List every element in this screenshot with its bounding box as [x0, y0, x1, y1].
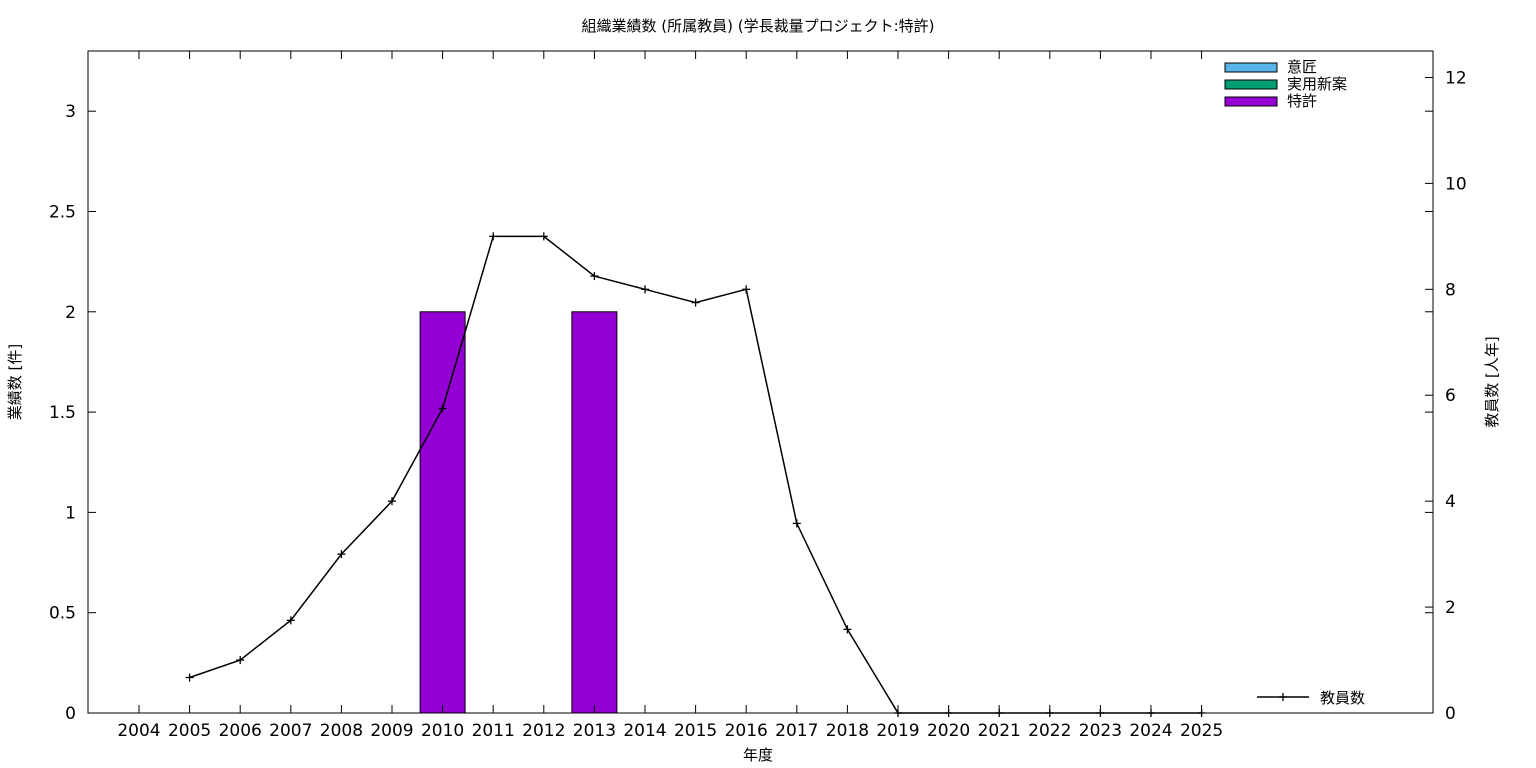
- legend-swatch-意匠: [1224, 62, 1278, 73]
- legend-swatch-特許: [1224, 96, 1278, 107]
- x-tick-label: 2009: [370, 721, 413, 741]
- y-tick-label: 0.5: [49, 604, 76, 624]
- x-tick-label: 2015: [674, 721, 717, 741]
- x-tick-label: 2016: [725, 721, 768, 741]
- x-tick-label: 2017: [775, 721, 818, 741]
- line-point-2005: [185, 673, 194, 682]
- x-tick-label: 2013: [573, 721, 616, 741]
- x-tick-label: 2006: [219, 721, 262, 741]
- plot-frame: [87, 50, 1434, 714]
- y2-tick-label: 6: [1445, 386, 1456, 406]
- line-legend-label: 教員数: [1320, 689, 1365, 707]
- y-tick-label: 1: [65, 503, 76, 523]
- y2-tick-label: 0: [1445, 704, 1456, 724]
- line-point-2008: [337, 550, 346, 559]
- legend-label-意匠: 意匠: [1287, 58, 1317, 76]
- y-tick-label: 3: [65, 102, 76, 122]
- line-point-2014: [641, 285, 649, 294]
- line-point-2006: [236, 656, 245, 665]
- x-tick-label: 2024: [1129, 721, 1172, 741]
- bar-特許-2010: [419, 311, 466, 714]
- line-point-2015: [691, 298, 700, 307]
- chart-title: 組織業績数 (所属教員) (学長裁量プロジェクト:特許): [581, 17, 934, 35]
- x-tick-label: 2023: [1079, 721, 1122, 741]
- x-axis-label: 年度: [743, 746, 773, 764]
- line-point-2007: [286, 616, 295, 625]
- x-tick-label: 2019: [876, 721, 919, 741]
- x-tick-label: 2014: [623, 721, 666, 741]
- y-tick-label: 1.5: [49, 403, 76, 423]
- x-tick-label: 2012: [522, 721, 565, 741]
- x-tick-label: 2010: [421, 721, 464, 741]
- line-point-2017: [792, 519, 801, 528]
- bar-特許-2013: [571, 311, 618, 714]
- y2-tick-label: 12: [1445, 68, 1467, 88]
- y2-axis-label: 教員数 [人年]: [1483, 336, 1501, 427]
- legend-swatch-実用新案: [1224, 79, 1278, 90]
- legend-label-特許: 特許: [1287, 92, 1317, 110]
- line-legend: 教員数: [1257, 689, 1365, 707]
- line-point-2009: [388, 497, 396, 506]
- line-point-2013: [590, 272, 599, 281]
- line-point-2011: [489, 232, 498, 241]
- x-tick-label: 2007: [269, 721, 312, 741]
- x-tick-label: 2020: [927, 721, 970, 741]
- y-axis-label: 業績数 [件]: [6, 344, 24, 420]
- line-教員数: [189, 235, 1202, 714]
- line-point-2012: [539, 232, 548, 241]
- x-tick-label: 2011: [472, 721, 515, 741]
- x-tick-label: 2005: [168, 721, 211, 741]
- x-tick-label: 2018: [826, 721, 869, 741]
- y-tick-label: 0: [65, 704, 76, 724]
- line-point-2016: [742, 285, 751, 294]
- x-tick-label: 2025: [1180, 721, 1223, 741]
- y-tick-label: 2: [65, 303, 76, 323]
- y-tick-label: 2.5: [49, 202, 76, 222]
- x-tick-label: 2008: [320, 721, 363, 741]
- line-point-2018: [843, 625, 852, 634]
- x-tick-label: 2021: [978, 721, 1021, 741]
- legend-label-実用新案: 実用新案: [1287, 75, 1347, 93]
- y2-tick-label: 4: [1445, 492, 1456, 512]
- y2-tick-label: 2: [1445, 598, 1456, 618]
- x-tick-label: 2022: [1028, 721, 1071, 741]
- x-tick-label: 2004: [117, 721, 160, 741]
- y2-tick-label: 8: [1445, 280, 1456, 300]
- line-point-2010: [438, 404, 447, 413]
- y2-tick-label: 10: [1445, 174, 1467, 194]
